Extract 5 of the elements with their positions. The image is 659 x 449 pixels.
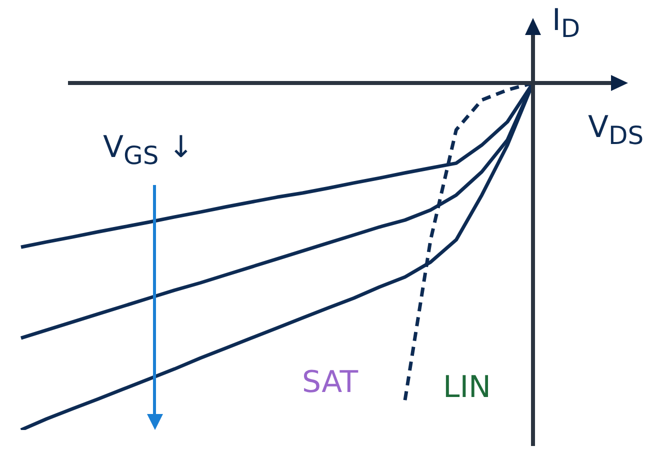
y-axis-title: I$_{D}$ [552,3,580,45]
x-axis-title: V$_{DS}$ [588,110,644,152]
annotation: LIN [443,370,492,406]
annotation: SAT [302,365,358,401]
annotation: V$_{GS}$ ↓ [103,130,194,172]
